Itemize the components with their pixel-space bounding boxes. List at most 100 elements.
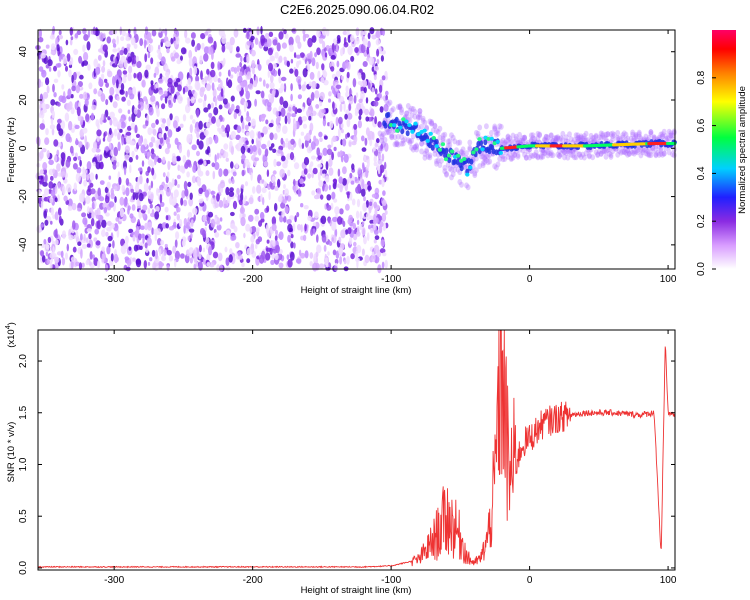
heatmap-cell: [62, 154, 66, 163]
heatmap-cell: [65, 252, 68, 260]
heatmap-cell: [296, 211, 300, 218]
heatmap-cell: [250, 172, 253, 181]
heatmap-cell: [397, 103, 403, 110]
heatmap-cell: [245, 223, 251, 232]
x-tick-label: 0: [527, 575, 533, 586]
heatmap-cell: [337, 168, 341, 177]
heatmap-cell: [327, 144, 332, 149]
heatmap-cell: [169, 113, 173, 121]
heatmap-cell: [240, 216, 246, 227]
heatmap-cell: [203, 94, 207, 102]
heatmap-cell: [382, 252, 387, 257]
heatmap-cell: [127, 72, 132, 82]
heatmap-cell: [414, 142, 419, 149]
heatmap-cell: [187, 181, 192, 188]
heatmap-cell: [139, 38, 144, 47]
heatmap-cell: [180, 197, 184, 206]
heatmap-cell: [407, 117, 413, 124]
heatmap-cell: [340, 155, 344, 163]
heatmap-cell: [548, 132, 554, 139]
heatmap-cell: [269, 132, 274, 141]
heatmap-cell: [355, 210, 360, 219]
heatmap-cell: [72, 246, 77, 253]
heatmap-cell: [225, 257, 230, 267]
heatmap-cell: [53, 139, 59, 147]
heatmap-cell: [440, 132, 446, 139]
heatmap-cell: [648, 129, 654, 136]
heatmap-cell: [513, 133, 519, 140]
heatmap-cell: [272, 240, 276, 247]
heatmap-cell: [229, 74, 234, 79]
heatmap-cell: [270, 259, 275, 265]
heatmap-cell: [455, 166, 461, 173]
heatmap-cell: [543, 147, 549, 154]
heatmap-cell: [82, 127, 88, 134]
y-tick-label: 1.0: [18, 457, 29, 471]
heatmap-cell: [467, 139, 473, 146]
heatmap-cell: [427, 152, 433, 159]
heatmap-cell: [335, 84, 342, 90]
heatmap-cell: [177, 184, 180, 188]
heatmap-cell: [150, 80, 154, 86]
heatmap-cell: [218, 83, 221, 92]
heatmap-cell: [284, 142, 289, 148]
heatmap-cell: [610, 130, 616, 137]
heatmap-cell: [299, 52, 305, 58]
heatmap-cell: [90, 112, 95, 121]
heatmap-cell: [532, 136, 537, 142]
heatmap-cell: [320, 194, 324, 200]
heatmap-cell: [560, 137, 566, 144]
heatmap-cell: [317, 70, 321, 80]
heatmap-cell: [381, 131, 386, 138]
heatmap-cell: [300, 131, 305, 136]
heatmap-cell: [62, 185, 66, 195]
heatmap-cell: [256, 184, 262, 194]
heatmap-cell: [434, 128, 439, 134]
heatmap-cell: [181, 190, 186, 199]
heatmap-cell: [363, 235, 367, 245]
heatmap-cell: [77, 81, 83, 87]
heatmap-cell: [84, 98, 89, 107]
heatmap-cell: [196, 131, 200, 139]
heatmap-cell: [240, 55, 243, 63]
heatmap-cell: [254, 215, 260, 222]
heatmap-cell: [61, 84, 65, 90]
heatmap-cell: [104, 78, 108, 83]
heatmap-cell: [636, 131, 642, 138]
heatmap-cell: [38, 55, 41, 60]
heatmap-cell: [217, 61, 221, 71]
heatmap-cell: [621, 130, 627, 137]
heatmap-cell: [150, 57, 154, 65]
heatmap-cell: [135, 258, 142, 268]
heatmap-cell: [600, 131, 606, 138]
heatmap-cell: [437, 147, 443, 152]
heatmap-cell: [284, 188, 289, 197]
heatmap-cell: [112, 43, 117, 48]
heatmap-cell: [535, 153, 541, 160]
heatmap-cell: [650, 147, 655, 154]
heatmap-cell: [394, 141, 400, 148]
heatmap-cell: [389, 133, 395, 140]
heatmap-cell: [147, 261, 151, 266]
heatmap-cell: [50, 220, 53, 225]
heatmap-cell: [412, 108, 418, 115]
heatmap-cell: [143, 39, 147, 49]
heatmap-cell: [309, 50, 313, 60]
heatmap-cell: [633, 148, 639, 155]
heatmap-cell: [306, 60, 310, 70]
heatmap-cell: [640, 147, 645, 154]
heatmap-cell: [525, 148, 531, 155]
heatmap-cell: [558, 135, 564, 142]
heatmap-cell: [444, 171, 449, 178]
heatmap-cell: [165, 188, 171, 197]
heatmap-cell: [102, 60, 106, 67]
heatmap-cell: [324, 175, 330, 183]
heatmap-cell: [147, 221, 152, 231]
heatmap-cell: [350, 180, 355, 185]
heatmap-cell: [223, 168, 229, 177]
heatmap-cell: [415, 114, 421, 121]
heatmap-cell: [254, 157, 260, 162]
heatmap-cell: [188, 228, 195, 233]
heatmap-cell: [300, 203, 304, 208]
